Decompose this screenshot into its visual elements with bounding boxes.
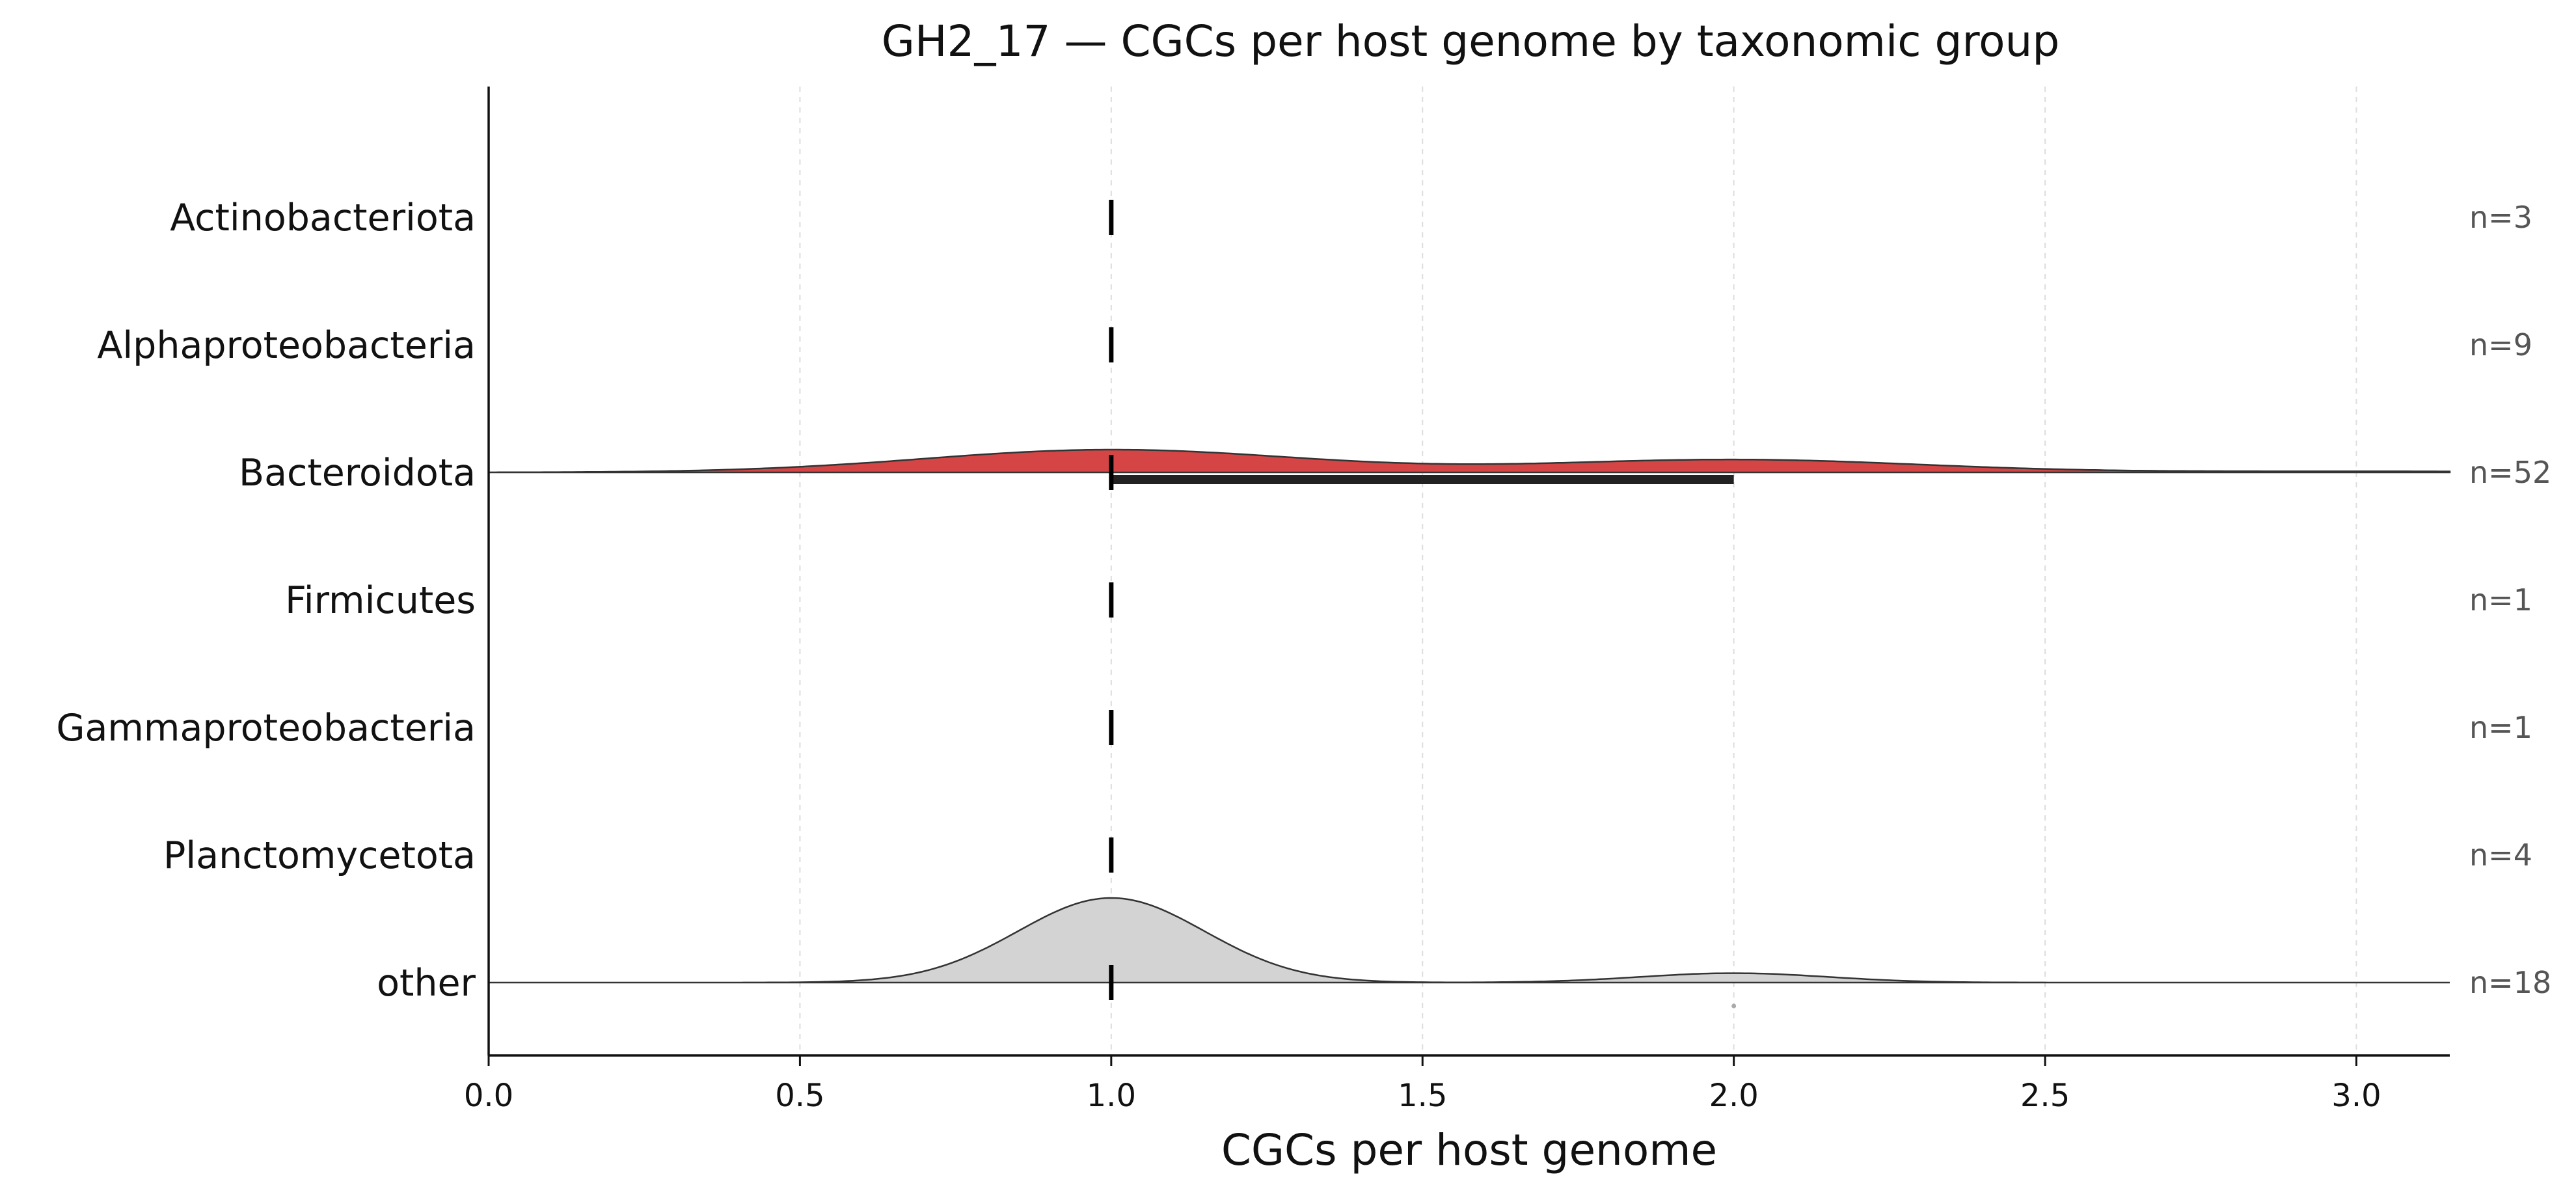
chart-title: GH2_17 — CGCs per host genome by taxonom… [882, 16, 2060, 66]
x-tick-label: 2.5 [2020, 1078, 2070, 1114]
category-label: Planctomycetota [163, 834, 476, 877]
x-tick-label: 3.0 [2331, 1078, 2381, 1114]
x-tick-label: 2.0 [1709, 1078, 1758, 1114]
x-axis-label: CGCs per host genome [1221, 1125, 1717, 1175]
count-labels: n=3 n=9 n=52 n=1 n=1 n=4 n=18 [2469, 200, 2551, 1000]
x-tick-label: 1.5 [1398, 1078, 1447, 1114]
median-iqr-layer [1109, 200, 1737, 1009]
iqr-bar [1111, 475, 1734, 484]
count-label: n=52 [2469, 455, 2551, 490]
density-layer [487, 448, 2451, 984]
count-label: n=18 [2469, 965, 2551, 1000]
grid-lines [799, 87, 2357, 1055]
count-label: n=3 [2469, 200, 2532, 235]
category-label: Alphaproteobacteria [97, 324, 476, 367]
category-label: Gammaproteobacteria [56, 707, 476, 750]
x-tick-label: 0.0 [464, 1078, 513, 1114]
density-ridge [489, 897, 2450, 984]
count-label: n=1 [2469, 710, 2532, 745]
count-label: n=4 [2469, 837, 2532, 873]
category-label: other [377, 962, 476, 1005]
category-label: Bacteroidota [239, 452, 476, 495]
x-tick-label: 1.0 [1087, 1078, 1136, 1114]
category-label: Firmicutes [285, 579, 476, 622]
outlier-point [1731, 1003, 1737, 1009]
x-axis-ticks: 0.0 0.5 1.0 1.5 2.0 2.5 3.0 [464, 1055, 2381, 1114]
category-labels: Actinobacteriota Alphaproteobacteria Bacte… [56, 197, 476, 1005]
count-label: n=9 [2469, 327, 2532, 362]
density-ridge [487, 448, 2451, 474]
count-label: n=1 [2469, 582, 2532, 618]
category-label: Actinobacteriota [170, 197, 476, 239]
x-tick-label: 0.5 [775, 1078, 824, 1114]
